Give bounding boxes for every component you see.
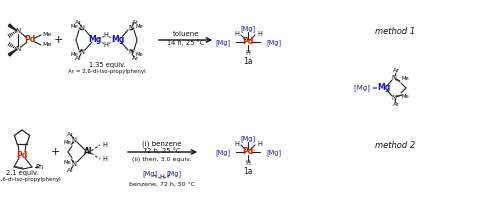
Text: 1a: 1a	[243, 56, 253, 65]
Text: Me: Me	[401, 95, 409, 99]
Text: [Mg]: [Mg]	[167, 171, 181, 177]
Text: 72 h, 25 °C: 72 h, 25 °C	[143, 148, 181, 154]
Text: Me: Me	[70, 24, 78, 28]
Text: N: N	[72, 161, 76, 167]
Text: H: H	[104, 32, 108, 38]
Text: Ar: Ar	[74, 56, 82, 60]
Text: Me: Me	[63, 140, 71, 144]
Text: [Mg]: [Mg]	[240, 26, 255, 32]
Text: method 2: method 2	[375, 140, 415, 149]
Text: 1.35 equiv.: 1.35 equiv.	[89, 62, 125, 68]
Text: benzene, 72 h, 50 °C: benzene, 72 h, 50 °C	[129, 181, 195, 187]
Text: [Mg]: [Mg]	[240, 136, 255, 142]
Text: Me: Me	[42, 32, 51, 37]
Text: [Mg] =: [Mg] =	[354, 85, 378, 91]
Text: [Mg]: [Mg]	[215, 40, 230, 46]
Text: Ar: Ar	[67, 168, 73, 172]
Text: (ii) then, 3.0 equiv.: (ii) then, 3.0 equiv.	[132, 157, 192, 162]
Text: N: N	[80, 49, 84, 55]
Text: (i) benzene: (i) benzene	[142, 141, 182, 147]
Text: toluene: toluene	[173, 31, 199, 37]
Polygon shape	[8, 24, 17, 31]
Text: N: N	[72, 137, 76, 143]
Text: Me: Me	[70, 52, 78, 56]
Text: [Mg]: [Mg]	[215, 150, 230, 156]
Text: Ar: Ar	[132, 56, 138, 60]
Polygon shape	[8, 49, 17, 56]
Text: Ar = 2,6-di-iso-propylphenyl: Ar = 2,6-di-iso-propylphenyl	[68, 69, 146, 75]
Text: Me: Me	[401, 77, 409, 82]
Text: N: N	[392, 75, 396, 81]
Text: Ar: Ar	[393, 69, 399, 73]
Text: Pd: Pd	[242, 37, 253, 47]
Text: Mg: Mg	[377, 84, 391, 93]
Text: +: +	[53, 35, 63, 45]
Text: Me: Me	[42, 43, 51, 47]
Text: H: H	[257, 141, 262, 147]
Text: N: N	[80, 25, 84, 31]
Text: H: H	[102, 142, 107, 148]
Text: N: N	[392, 95, 396, 101]
Text: +: +	[50, 147, 60, 157]
Text: 2.1 equiv.: 2.1 equiv.	[6, 170, 38, 176]
Text: H: H	[246, 50, 251, 56]
Text: H: H	[234, 141, 239, 147]
Text: H: H	[234, 31, 239, 37]
Text: Pd: Pd	[242, 147, 253, 157]
Text: Pd: Pd	[16, 151, 28, 159]
Text: N: N	[15, 46, 21, 52]
Text: H: H	[257, 31, 262, 37]
Text: Me: Me	[135, 52, 143, 56]
Text: 14 h, 25 °C: 14 h, 25 °C	[167, 40, 205, 46]
Text: [Mg]: [Mg]	[266, 40, 281, 46]
Text: N: N	[129, 49, 133, 55]
Text: H: H	[104, 42, 108, 48]
Text: Al: Al	[84, 147, 92, 157]
Text: Me: Me	[135, 24, 143, 28]
Text: method 1: method 1	[375, 28, 415, 37]
Text: Ar = 2,6-di-iso-propylphenyl: Ar = 2,6-di-iso-propylphenyl	[0, 177, 61, 181]
Text: Ar: Ar	[67, 131, 73, 136]
Text: Pd: Pd	[24, 35, 36, 45]
Text: Me: Me	[63, 159, 71, 164]
Text: N: N	[15, 28, 21, 34]
Text: Ar: Ar	[74, 19, 82, 24]
Text: H: H	[246, 160, 251, 166]
Text: Mg: Mg	[88, 35, 102, 45]
Text: Ar: Ar	[132, 19, 138, 24]
Text: H: H	[159, 174, 165, 180]
Text: 1a: 1a	[243, 166, 253, 175]
Text: H: H	[102, 156, 107, 162]
Text: Ph: Ph	[36, 164, 44, 170]
Text: N: N	[129, 25, 133, 31]
Text: [Mg]: [Mg]	[143, 171, 157, 177]
Text: Ar: Ar	[393, 103, 399, 108]
Text: [Mg]: [Mg]	[266, 150, 281, 156]
Text: Mg: Mg	[111, 35, 125, 45]
